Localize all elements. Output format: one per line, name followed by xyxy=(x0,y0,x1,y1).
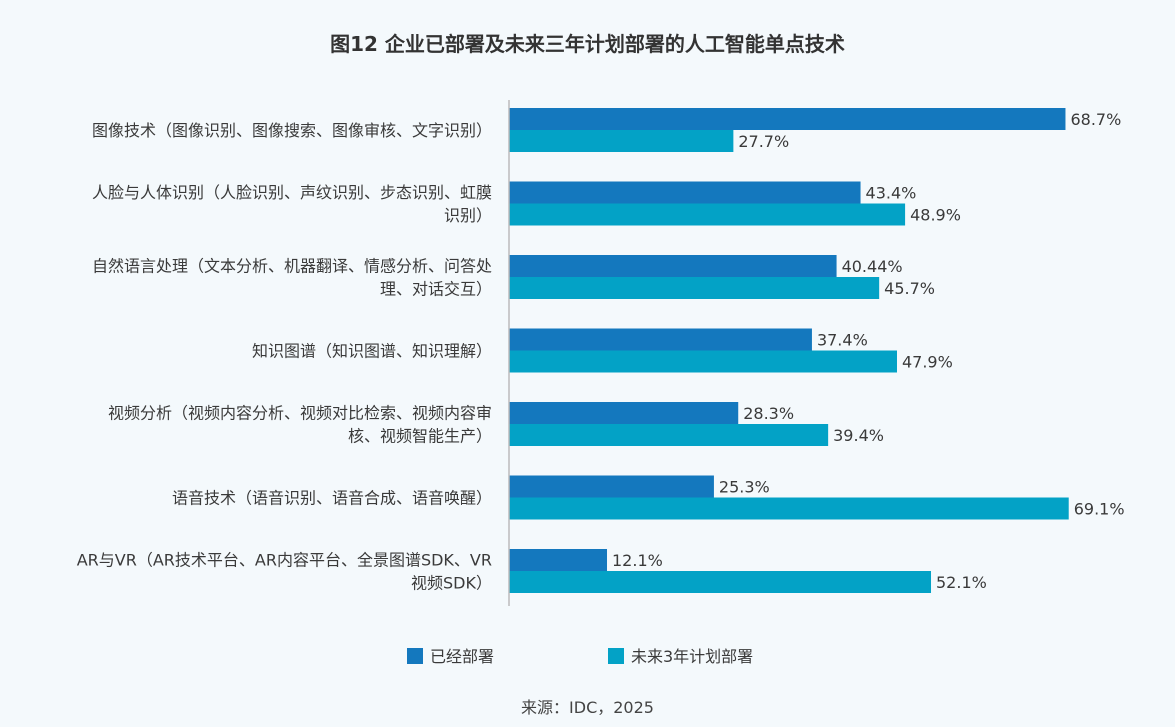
legend-planned-swatch xyxy=(608,648,624,664)
data-label: 27.7% xyxy=(738,132,789,151)
category-label: 识别） xyxy=(444,206,492,225)
legend-planned-label: 未来3年计划部署 xyxy=(631,647,753,666)
bar-deployed xyxy=(509,402,739,424)
data-label: 68.7% xyxy=(1070,110,1121,129)
category-label: 视频SDK） xyxy=(411,574,492,593)
data-label: 37.4% xyxy=(817,331,868,350)
bar-planned xyxy=(509,130,734,152)
data-label: 47.9% xyxy=(902,353,953,372)
data-label: 25.3% xyxy=(719,478,770,497)
category-label: 图像技术（图像识别、图像搜索、图像审核、文字识别） xyxy=(92,121,492,140)
category-label: 核、视频智能生产） xyxy=(348,427,492,446)
data-label: 12.1% xyxy=(612,551,663,570)
category-label: 人脸与人体识别（人脸识别、声纹识别、步态识别、虹膜 xyxy=(92,183,492,202)
category-label: 知识图谱（知识图谱、知识理解） xyxy=(252,342,492,361)
data-label: 48.9% xyxy=(910,206,961,225)
bar-planned xyxy=(509,424,829,446)
data-label: 40.44% xyxy=(842,257,903,276)
chart-title: 图12 企业已部署及未来三年计划部署的人工智能单点技术 xyxy=(330,32,845,56)
bar-deployed xyxy=(509,328,812,351)
source-note: 来源：IDC，2025 xyxy=(521,698,654,717)
data-label: 39.4% xyxy=(833,426,884,445)
data-label: 52.1% xyxy=(936,573,987,592)
legend-deployed-swatch xyxy=(407,648,423,664)
data-label: 28.3% xyxy=(743,404,794,423)
legend-deployed-label: 已经部署 xyxy=(430,647,494,666)
bar-chart: 图像技术（图像识别、图像搜索、图像审核、文字识别） 68.7% 27.7% 人脸与人体… xyxy=(77,100,1125,666)
bar-planned xyxy=(509,571,932,593)
bar-deployed xyxy=(509,475,714,498)
bar-planned xyxy=(509,350,897,373)
category-label: 理、对话交互） xyxy=(380,280,492,299)
bar-planned xyxy=(509,497,1069,520)
category-label: 视频分析（视频内容分析、视频对比检索、视频内容审 xyxy=(108,404,492,423)
bar-deployed xyxy=(509,255,837,277)
bar-deployed xyxy=(509,549,608,571)
bar-planned xyxy=(509,203,906,226)
category-label: 语音技术（语音识别、语音合成、语音唤醒） xyxy=(172,489,492,508)
data-label: 69.1% xyxy=(1074,500,1125,519)
data-label: 45.7% xyxy=(884,279,935,298)
data-label: 43.4% xyxy=(866,184,917,203)
category-label: 自然语言处理（文本分析、机器翻译、情感分析、问答处 xyxy=(92,257,492,276)
bar-planned xyxy=(509,277,880,299)
bar-deployed xyxy=(509,108,1066,130)
category-label: AR与VR（AR技术平台、AR内容平台、全景图谱SDK、VR xyxy=(77,551,492,570)
bar-deployed xyxy=(509,181,861,204)
